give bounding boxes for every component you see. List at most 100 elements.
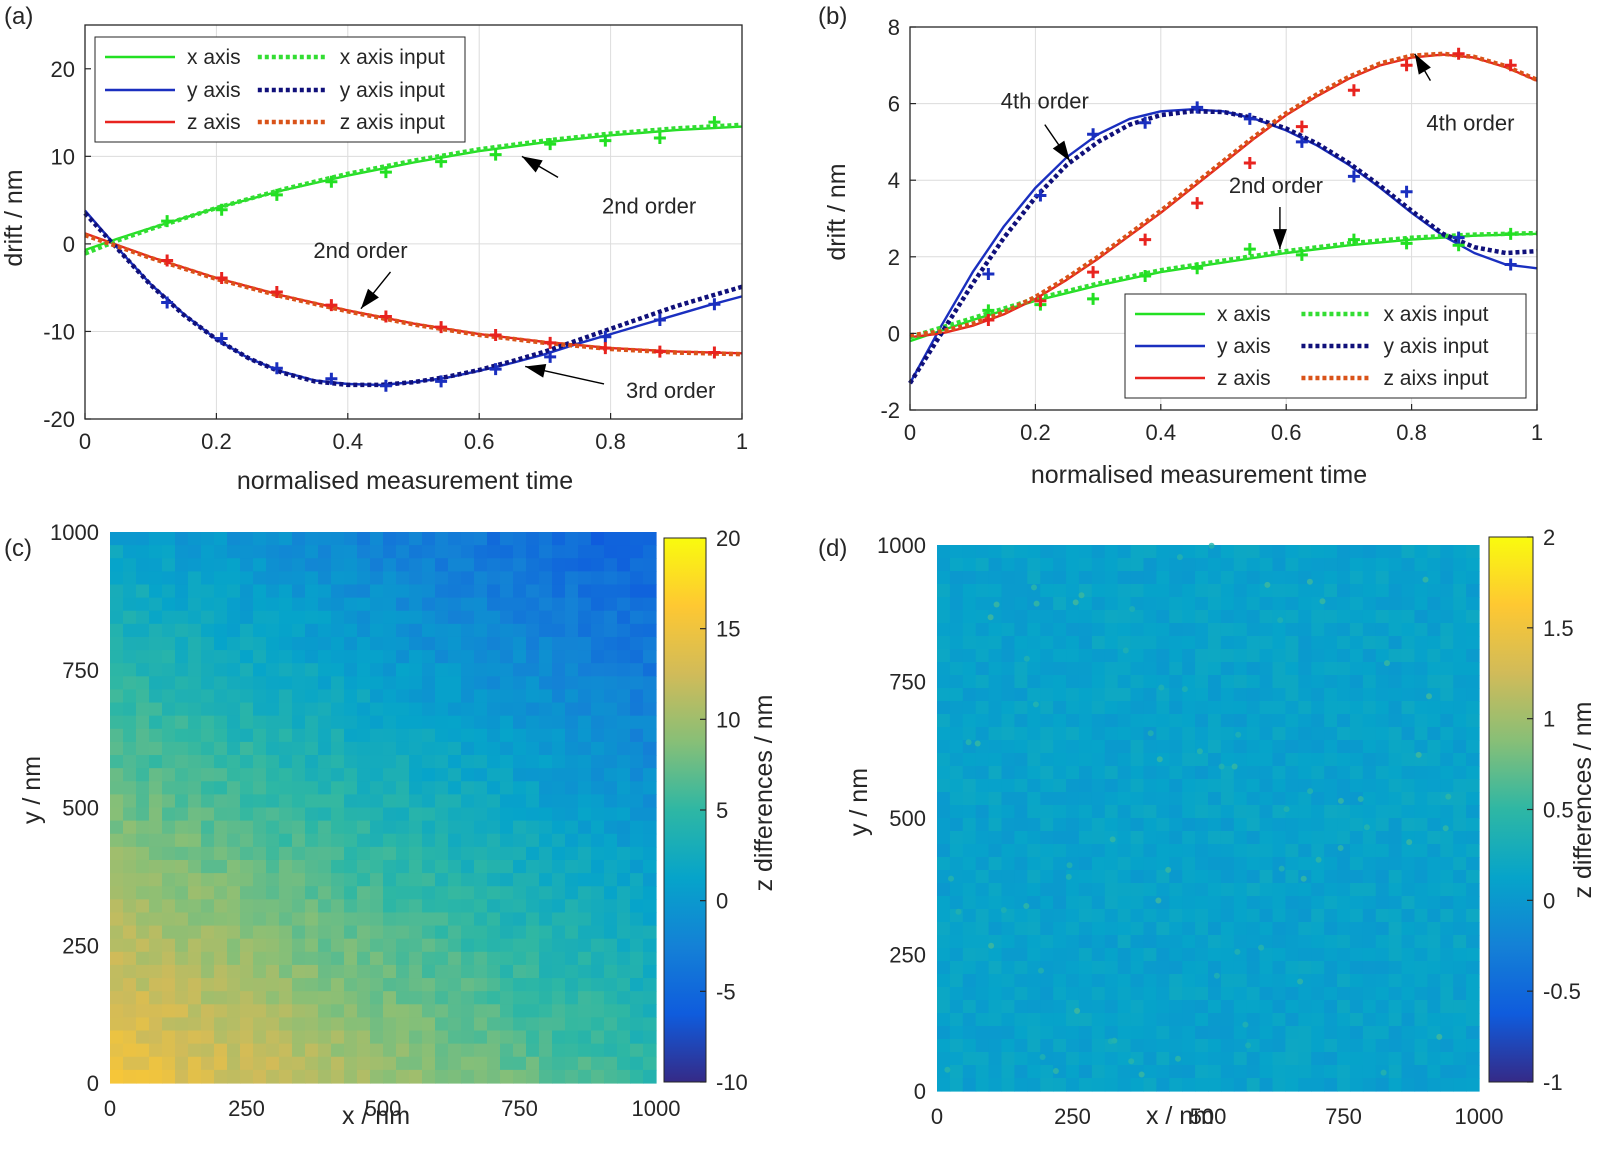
heatmap-cell bbox=[214, 873, 228, 887]
heatmap-cell bbox=[1401, 792, 1416, 806]
heatmap-cell bbox=[1362, 597, 1377, 611]
heatmap-cell bbox=[500, 650, 514, 664]
heatmap-cell bbox=[1375, 636, 1390, 650]
heatmap-cell bbox=[552, 676, 566, 691]
heatmap-cell bbox=[214, 636, 228, 651]
heatmap-cell bbox=[409, 532, 423, 546]
heatmap-cell bbox=[461, 925, 475, 940]
heatmap-cell bbox=[188, 1069, 202, 1084]
heatmap-cell bbox=[1401, 935, 1416, 949]
heatmap-cell bbox=[630, 1004, 644, 1019]
heatmap-cell bbox=[1324, 844, 1338, 858]
heatmap-cell bbox=[565, 964, 579, 979]
heatmap-speck bbox=[1442, 825, 1449, 832]
heatmap-cell bbox=[643, 925, 657, 940]
heatmap-cell bbox=[1246, 883, 1261, 897]
heatmap-cell bbox=[1362, 610, 1377, 624]
heatmap-cell bbox=[1130, 1039, 1145, 1053]
heatmap-cell bbox=[604, 636, 618, 651]
heatmap-cell bbox=[937, 974, 951, 988]
heatmap-cell bbox=[1337, 1052, 1351, 1066]
heatmap-cell bbox=[409, 912, 423, 927]
heatmap-cell bbox=[552, 689, 566, 704]
heatmap-cell bbox=[201, 794, 215, 809]
heatmap-cell bbox=[357, 873, 371, 887]
heatmap-cell bbox=[305, 755, 319, 769]
heatmap-cell bbox=[1091, 610, 1106, 624]
heatmap-cell bbox=[1117, 1026, 1132, 1040]
heatmap-cell bbox=[1078, 935, 1093, 949]
heatmap-cell bbox=[975, 1078, 990, 1092]
heatmap-cell bbox=[188, 689, 202, 704]
heatmap-cell bbox=[630, 833, 644, 848]
heatmap-cell bbox=[461, 1069, 475, 1084]
heatmap-cell bbox=[1427, 857, 1441, 871]
heatmap-cell bbox=[949, 818, 964, 832]
heatmap-cell bbox=[123, 755, 137, 769]
heatmap-cell bbox=[1027, 558, 1041, 572]
x-tick-label: 0.8 bbox=[1396, 420, 1427, 445]
heatmap-cell bbox=[1401, 675, 1416, 689]
heatmap-cell bbox=[1091, 883, 1106, 897]
heatmap-cell bbox=[1466, 701, 1480, 715]
heatmap-cell bbox=[318, 820, 332, 835]
heatmap-cell bbox=[1027, 805, 1041, 819]
heatmap-cell bbox=[643, 1056, 657, 1071]
heatmap-cell bbox=[227, 1043, 241, 1058]
heatmap-cell bbox=[552, 991, 566, 1005]
heatmap-cell bbox=[409, 768, 423, 782]
heatmap-cell bbox=[630, 755, 644, 769]
heatmap-cell bbox=[1440, 883, 1454, 897]
heatmap-cell bbox=[409, 1004, 423, 1019]
heatmap-cell bbox=[1466, 662, 1480, 676]
heatmap-speck bbox=[948, 875, 954, 882]
heatmap-cell bbox=[1349, 857, 1364, 871]
data-point-marker bbox=[1452, 231, 1465, 244]
heatmap-cell bbox=[383, 820, 397, 835]
heatmap-cell bbox=[513, 584, 527, 599]
heatmap-cell bbox=[136, 912, 150, 927]
heatmap-cell bbox=[266, 768, 280, 782]
heatmap-cell bbox=[461, 571, 475, 586]
heatmap-cell bbox=[1001, 1000, 1016, 1014]
heatmap-cell bbox=[227, 571, 241, 586]
heatmap-cell bbox=[1208, 1078, 1222, 1092]
heatmap-cell bbox=[1246, 597, 1261, 611]
heatmap-cell bbox=[1233, 844, 1248, 858]
heatmap-cell bbox=[988, 870, 1003, 884]
heatmap-cell bbox=[1001, 1026, 1016, 1040]
heatmap-cell bbox=[1027, 545, 1041, 559]
heatmap-cell bbox=[539, 859, 553, 874]
heatmap-cell bbox=[1388, 753, 1403, 767]
heatmap-cell bbox=[500, 899, 514, 914]
heatmap-cell bbox=[214, 584, 228, 599]
heatmap-cell bbox=[513, 532, 527, 546]
heatmap-cell bbox=[1208, 623, 1222, 637]
heatmap-cell bbox=[1440, 1052, 1454, 1066]
heatmap-cell bbox=[643, 768, 657, 782]
heatmap-cell bbox=[227, 794, 241, 809]
heatmap-cell bbox=[110, 886, 124, 900]
heatmap-cell bbox=[1375, 1078, 1390, 1092]
heatmap-cell bbox=[214, 728, 228, 743]
heatmap-cell bbox=[617, 991, 631, 1005]
heatmap-cell bbox=[435, 636, 449, 651]
heatmap-cell bbox=[1066, 935, 1080, 949]
heatmap-cell bbox=[266, 886, 280, 900]
heatmap-speck bbox=[1363, 824, 1370, 831]
heatmap-cell bbox=[1388, 1078, 1403, 1092]
heatmap-cell bbox=[591, 1043, 605, 1058]
heatmap-cell bbox=[552, 1069, 566, 1084]
heatmap-cell bbox=[604, 532, 618, 546]
heatmap-cell bbox=[305, 781, 319, 795]
heatmap-cell bbox=[1453, 1000, 1467, 1014]
heatmap-cell bbox=[591, 938, 605, 953]
heatmap-cell bbox=[1453, 870, 1467, 884]
heatmap-cell bbox=[344, 873, 358, 887]
heatmap-cell bbox=[448, 532, 462, 546]
heatmap-cell bbox=[500, 728, 514, 743]
heatmap-cell bbox=[1053, 948, 1067, 962]
heatmap-cell bbox=[240, 964, 254, 979]
heatmap-cell bbox=[1130, 584, 1145, 598]
